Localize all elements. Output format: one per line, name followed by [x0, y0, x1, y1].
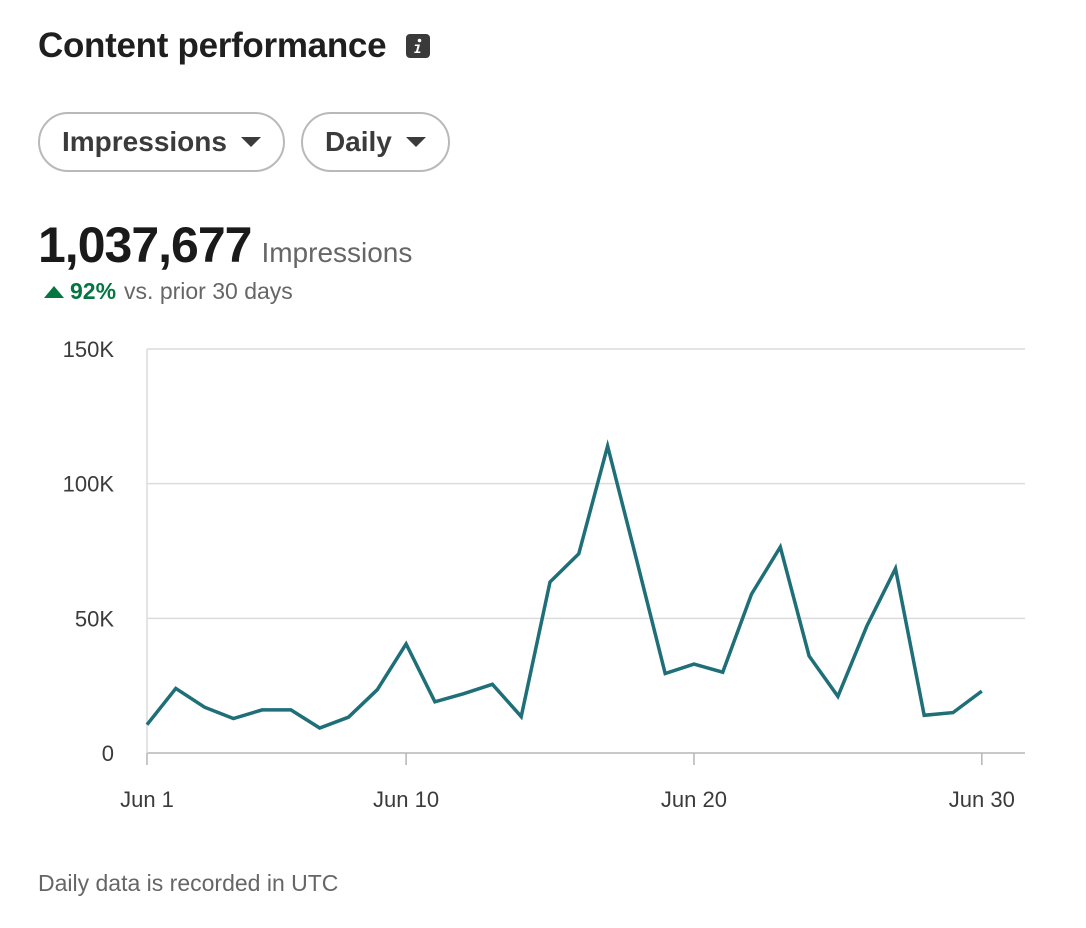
line-chart: 0 50K 100K 150K Jun 1 Jun 10 Jun 20 Jun 30	[63, 337, 1025, 812]
data-point	[145, 723, 149, 727]
footer-note: Daily data is recorded in UTC	[38, 870, 339, 896]
data-point	[203, 705, 207, 709]
summary-total: 1,037,677 Impressions	[38, 216, 412, 274]
x-tick-label: Jun 30	[949, 787, 1015, 812]
y-tick-label: 0	[102, 741, 114, 766]
filter-bar: Impressions Daily	[38, 112, 450, 172]
title-row: Content performance	[38, 26, 431, 66]
data-point	[692, 662, 696, 666]
data-point	[606, 444, 610, 448]
series-line	[145, 439, 983, 730]
y-tick-label: 100K	[63, 472, 115, 497]
y-tick-label: 50K	[75, 606, 114, 631]
summary-change: 92% vs. prior 30 days	[44, 278, 293, 305]
data-point	[289, 708, 293, 712]
data-point	[893, 567, 897, 571]
info-icon[interactable]	[406, 34, 431, 58]
data-point	[807, 654, 811, 658]
data-point	[750, 592, 754, 596]
x-tick-label: Jun 1	[120, 787, 174, 812]
data-point	[174, 686, 178, 690]
data-point	[318, 726, 322, 730]
data-point	[519, 715, 523, 719]
data-point	[721, 670, 725, 674]
info-glyph-icon	[414, 38, 422, 53]
data-point	[577, 552, 581, 556]
period-dropdown[interactable]: Daily	[300, 112, 450, 172]
data-point	[865, 624, 869, 628]
data-point	[980, 689, 984, 693]
total-unit: Impressions	[261, 237, 413, 268]
change-comparison: vs. prior 30 days	[124, 278, 293, 304]
data-point	[778, 545, 782, 549]
triangle-up-icon	[44, 285, 64, 298]
metric-dropdown-label: Impressions	[62, 126, 227, 157]
data-point	[634, 557, 638, 561]
x-tick-label: Jun 20	[661, 787, 727, 812]
period-dropdown-label: Daily	[324, 126, 392, 157]
data-point	[490, 682, 494, 686]
data-point	[922, 713, 926, 717]
data-point	[836, 694, 840, 698]
data-point	[260, 708, 264, 712]
data-point	[347, 715, 351, 719]
data-point	[663, 672, 667, 676]
page-title: Content performance	[38, 26, 387, 65]
change-percent: 92%	[70, 278, 117, 304]
data-point	[548, 580, 552, 584]
metric-dropdown[interactable]: Impressions	[38, 112, 285, 172]
x-tick-label: Jun 10	[373, 787, 439, 812]
chevron-down-icon	[405, 137, 426, 147]
data-point	[951, 711, 955, 715]
chevron-down-icon	[240, 137, 261, 147]
data-point	[375, 688, 379, 692]
y-tick-label: 150K	[63, 337, 115, 362]
total-value: 1,037,677	[38, 217, 252, 273]
data-point	[462, 692, 466, 696]
data-point	[433, 700, 437, 704]
data-point	[404, 642, 408, 646]
data-point	[231, 717, 235, 721]
